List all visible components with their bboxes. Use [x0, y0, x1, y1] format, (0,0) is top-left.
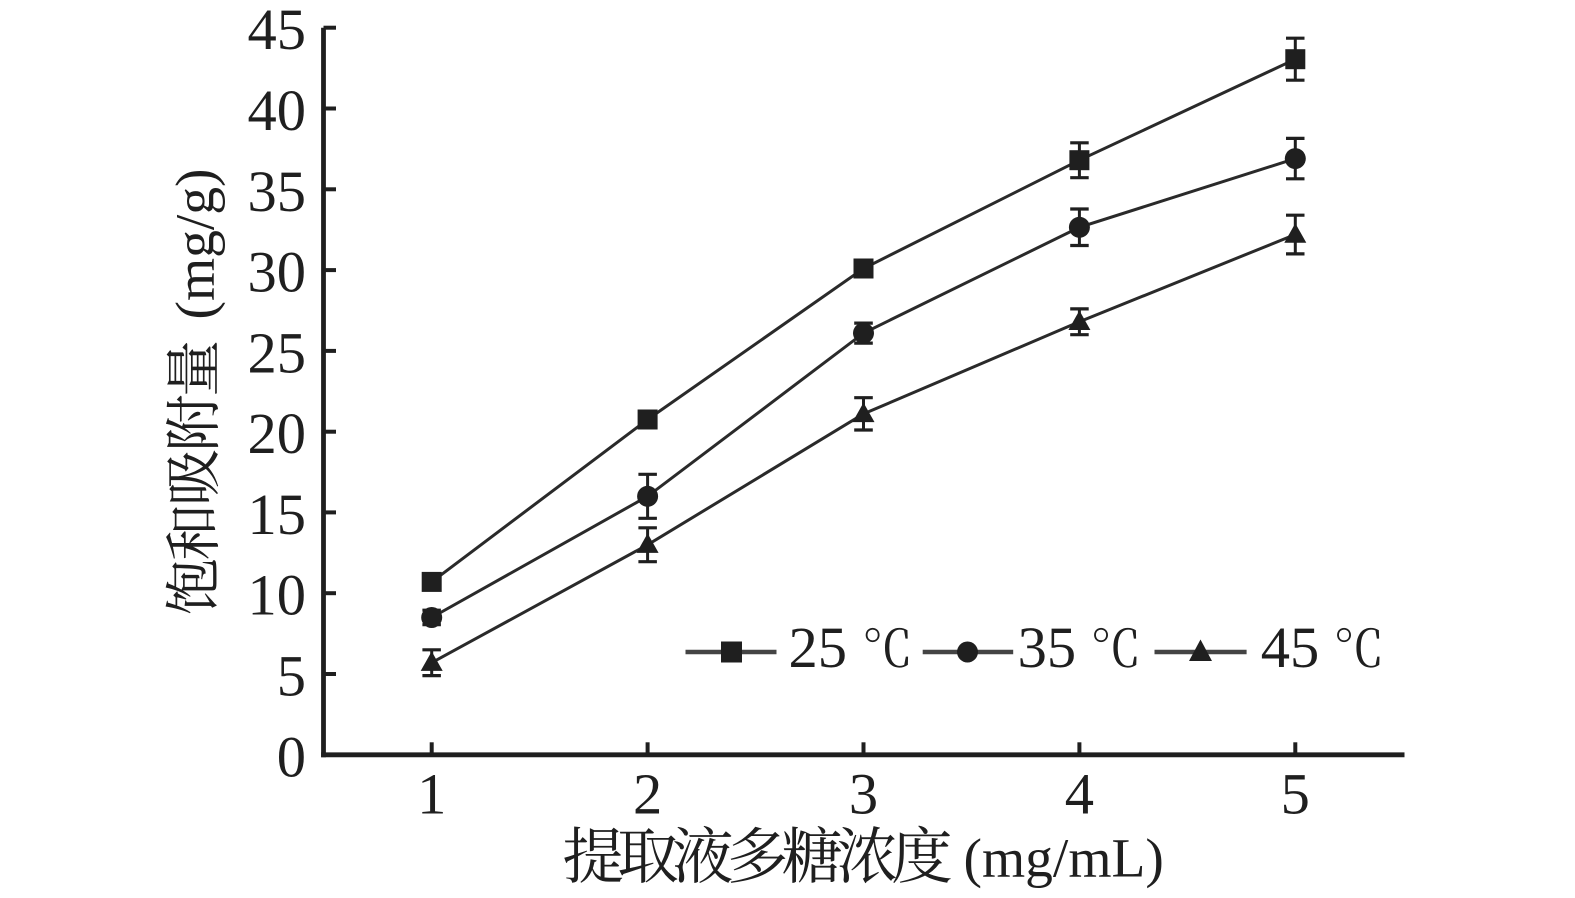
svg-text:(mg/g): (mg/g)	[166, 168, 227, 319]
svg-text:3: 3	[849, 762, 878, 827]
svg-text:1: 1	[417, 762, 446, 827]
svg-text:35: 35	[1018, 615, 1077, 680]
svg-text:30: 30	[248, 240, 307, 305]
svg-text:4: 4	[1065, 762, 1094, 827]
svg-text:2: 2	[633, 762, 662, 827]
svg-text:35: 35	[248, 159, 307, 224]
svg-text:5: 5	[1281, 762, 1310, 827]
svg-text:10: 10	[248, 563, 307, 628]
svg-text:0: 0	[277, 724, 306, 789]
svg-text:45: 45	[1261, 615, 1320, 680]
svg-text:45: 45	[248, 0, 307, 62]
svg-text:(mg/mL): (mg/mL)	[964, 829, 1164, 890]
svg-text:20: 20	[248, 401, 307, 466]
svg-text:5: 5	[277, 644, 306, 709]
svg-text:15: 15	[248, 482, 307, 547]
svg-text:25: 25	[248, 320, 307, 385]
svg-text:25: 25	[789, 615, 848, 680]
svg-text:40: 40	[248, 78, 307, 143]
